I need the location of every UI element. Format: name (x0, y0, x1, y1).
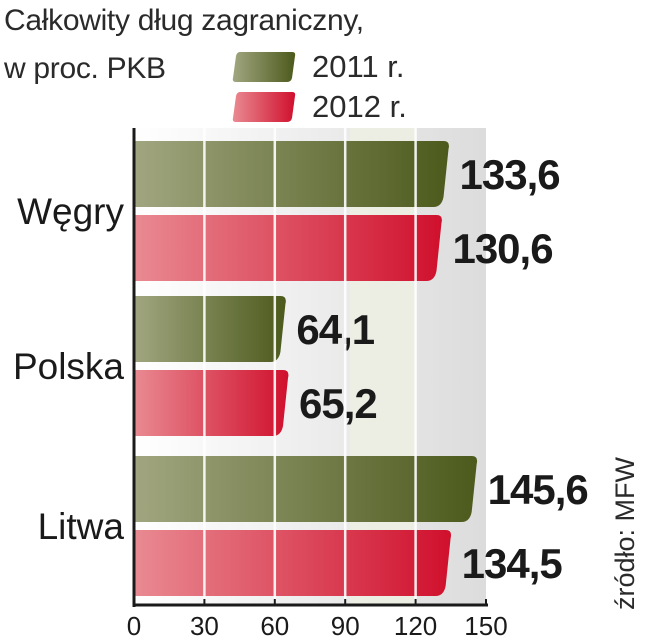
data-label: 64,1 (296, 306, 374, 353)
bar-Litwa-2011 r. (134, 456, 478, 522)
bar-Litwa-2012 r. (134, 530, 452, 596)
data-label: 145,6 (488, 466, 588, 513)
legend-swatch-2012 (232, 92, 296, 122)
chart-subtitle: w proc. PKB (4, 52, 166, 85)
data-label: 134,5 (462, 540, 563, 587)
legend-label-2011: 2011 r. (312, 49, 405, 84)
bar-Polska-2012 r. (134, 370, 289, 436)
chart-title: Całkowity dług zagraniczny, (4, 4, 364, 37)
category-label: Węgry (17, 191, 124, 232)
x-tick-label: 150 (464, 611, 507, 640)
x-tick-label: 60 (260, 611, 289, 640)
x-tick-label: 0 (127, 611, 141, 640)
x-tick-label: 120 (394, 611, 437, 640)
category-label: Polska (13, 346, 124, 387)
x-tick-label: 90 (331, 611, 360, 640)
data-label: 65,2 (299, 380, 377, 427)
plot-background (134, 128, 486, 605)
legend-swatch-2011 (232, 52, 296, 82)
legend-label-2012: 2012 r. (312, 89, 407, 124)
plot-highlight-band (349, 128, 416, 605)
bar-Węgry-2011 r. (134, 141, 449, 207)
bar-Węgry-2012 r. (134, 215, 442, 281)
x-tick-label: 30 (190, 611, 219, 640)
data-label: 130,6 (452, 225, 552, 272)
data-label: 133,6 (460, 151, 560, 198)
category-label: Litwa (38, 506, 125, 547)
bar-Polska-2011 r. (134, 296, 286, 362)
